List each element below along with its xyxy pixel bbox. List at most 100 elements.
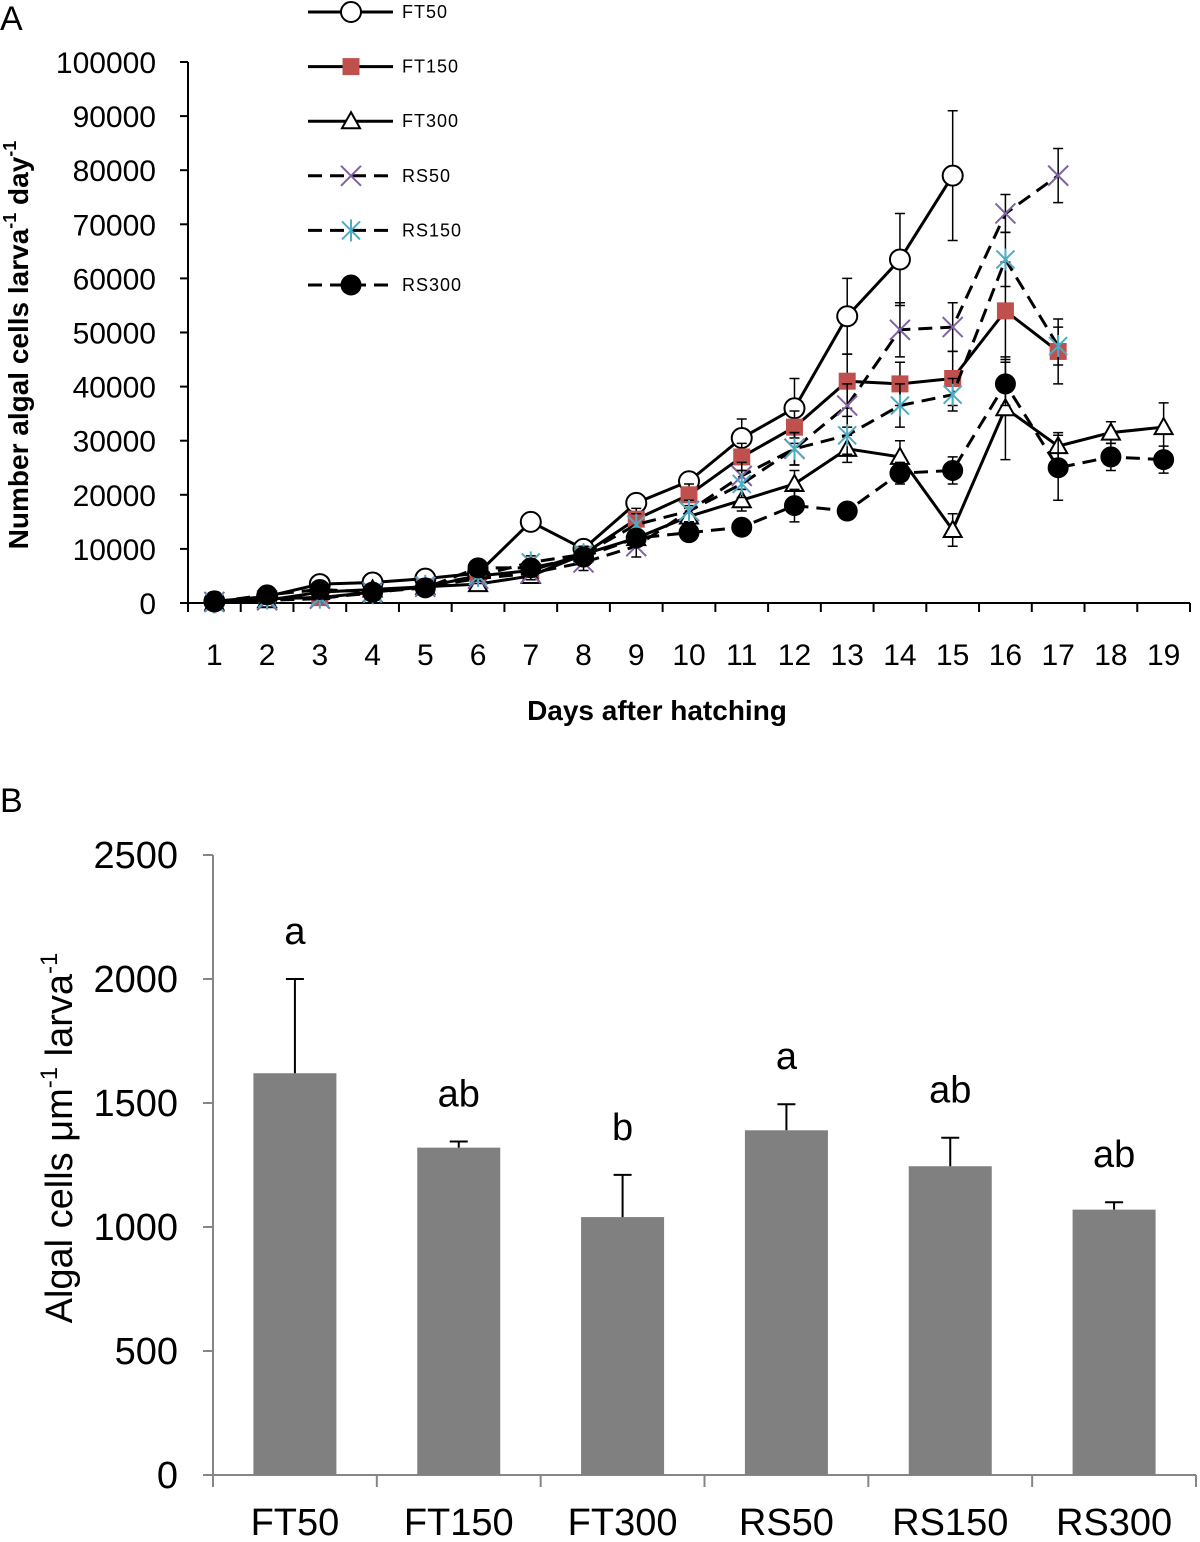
marker-rs300 <box>414 577 436 599</box>
panel-a-y-tick-label: 60000 <box>73 263 156 296</box>
marker-rs300 <box>836 500 858 522</box>
category-label-ft50: FT50 <box>251 1502 340 1542</box>
marker-rs150 <box>732 472 752 495</box>
panel-b-y-tick-label: 1500 <box>93 1083 178 1125</box>
line-rs150 <box>214 257 1060 604</box>
bar-ft50 <box>253 1073 337 1475</box>
bar-ft150 <box>417 1147 501 1475</box>
panel-b-bar-chart: B Algal cells μm-1 larva-1 0 500 1000 1500 2… <box>0 782 1197 1542</box>
marker-rs300 <box>520 557 542 579</box>
marker-rs300 <box>256 584 278 606</box>
marker-rs300 <box>731 516 753 538</box>
marker-rs300 <box>362 581 384 603</box>
series-rs300 <box>203 361 1175 613</box>
panel-a-x-tick-label: 18 <box>1094 639 1127 672</box>
panel-a-x-tick-label: 16 <box>989 639 1022 672</box>
panel-a-x-tick-label: 15 <box>936 639 969 672</box>
legend-marker-rs300 <box>340 274 362 296</box>
panel-a-x-tick-label: 14 <box>883 639 916 672</box>
panel-a-x-tick-label: 6 <box>470 639 487 672</box>
significance-label-ft300: b <box>612 1107 633 1149</box>
marker-ft150 <box>996 302 1014 320</box>
legend-marker-ft150 <box>342 58 360 76</box>
panel-b-y-tick-label: 2500 <box>93 835 178 877</box>
marker-rs150 <box>1048 335 1068 358</box>
marker-rs150 <box>942 383 963 406</box>
marker-rs300 <box>942 459 964 481</box>
category-label-rs300: RS300 <box>1056 1502 1172 1542</box>
panel-a-axes: 0 10000 20000 30000 40000 50000 60000 70000 8000… <box>56 47 1191 672</box>
panel-a-x-tick-label: 10 <box>672 639 705 672</box>
panel-b-y-tick-label: 500 <box>115 1331 178 1373</box>
marker-ft300 <box>783 472 806 492</box>
category-label-ft300: FT300 <box>568 1502 678 1542</box>
marker-rs300 <box>203 591 225 613</box>
panel-a-y-tick-label: 90000 <box>73 101 156 134</box>
panel-a-x-tick-label: 17 <box>1041 639 1074 672</box>
panel-a-x-tick-label: 7 <box>522 639 539 672</box>
marker-rs300 <box>573 546 595 568</box>
marker-rs300 <box>1153 449 1175 471</box>
panel-a-y-tick-label: 100000 <box>56 47 156 80</box>
marker-rs50 <box>836 394 858 417</box>
panel-b-y-axis-title: Algal cells μm-1 larva-1 <box>36 953 81 1324</box>
marker-rs300 <box>889 462 911 484</box>
legend-marker-rs150 <box>341 219 361 242</box>
legend-marker-rs50 <box>340 165 362 187</box>
panel-a-letter: A <box>0 0 23 38</box>
marker-ft50 <box>836 305 859 328</box>
marker-rs50 <box>941 316 964 338</box>
panel-b-axes: 0 500 1000 1500 2000 2500 <box>93 835 1197 1497</box>
marker-ft50 <box>519 510 542 533</box>
panel-a-x-tick-label: 8 <box>575 639 592 672</box>
marker-rs300 <box>1100 446 1122 468</box>
panel-a-y-tick-label: 30000 <box>73 426 156 459</box>
panel-a-y-tick-label: 70000 <box>73 209 156 242</box>
bar-rs150 <box>908 1166 992 1475</box>
error-bar-ft50 <box>285 978 304 1074</box>
marker-rs300 <box>309 578 331 600</box>
marker-rs150 <box>890 394 910 417</box>
marker-ft50 <box>941 164 964 187</box>
panel-a-x-tick-label: 9 <box>628 639 645 672</box>
marker-ft50 <box>888 248 911 271</box>
bar-rs300 <box>1072 1209 1156 1475</box>
panel-b-y-tick-label: 1000 <box>93 1207 178 1249</box>
panel-a-y-axis-title: Number algal cells larva-1 day-1 <box>0 141 34 550</box>
panel-a-x-tick-label: 3 <box>311 639 328 672</box>
marker-rs150 <box>679 500 699 523</box>
panel-a-x-tick-label: 2 <box>259 639 276 672</box>
marker-ft300 <box>994 397 1017 417</box>
bar-ft300 <box>581 1217 665 1475</box>
panel-a-legend: FT50 FT150 FT300 RS50 RS150 RS300 <box>308 1 461 296</box>
marker-rs150 <box>784 437 805 460</box>
marker-ft300 <box>1100 421 1122 441</box>
error-bar-ft150 <box>449 1140 468 1148</box>
panel-a-x-tick-label: 4 <box>364 639 381 672</box>
panel-a-line-chart: A Number algal cells larva-1 day-1 Days … <box>0 0 1191 726</box>
panel-a-y-tick-label: 20000 <box>73 480 156 513</box>
marker-ft300 <box>1152 416 1175 436</box>
significance-label-ft50: a <box>284 911 306 953</box>
marker-rs150 <box>837 424 857 447</box>
panel-a-x-tick-label: 5 <box>417 639 434 672</box>
legend-label-rs50: RS50 <box>402 166 451 186</box>
marker-ft300 <box>731 489 753 509</box>
significance-label-rs150: ab <box>929 1070 971 1112</box>
significance-label-ft150: ab <box>438 1073 480 1115</box>
marker-rs300 <box>783 495 805 517</box>
significance-label-rs300: ab <box>1093 1134 1135 1176</box>
marker-ft300 <box>941 518 964 538</box>
panel-a-series <box>203 109 1175 614</box>
marker-rs300 <box>678 522 700 544</box>
marker-rs50 <box>889 319 911 341</box>
panel-a-y-tick-label: 40000 <box>73 372 156 405</box>
marker-rs300 <box>994 373 1016 395</box>
marker-rs300 <box>1047 457 1069 479</box>
panel-b-y-tick-label: 2000 <box>93 959 178 1001</box>
category-label-ft150: FT150 <box>404 1502 514 1542</box>
panel-b-bars: a FT50 ab FT150 b FT300 a RS50 ab RS150 ab RS300 <box>251 911 1173 1542</box>
category-label-rs50: RS50 <box>739 1502 834 1542</box>
panel-a-x-tick-label: 13 <box>831 639 864 672</box>
